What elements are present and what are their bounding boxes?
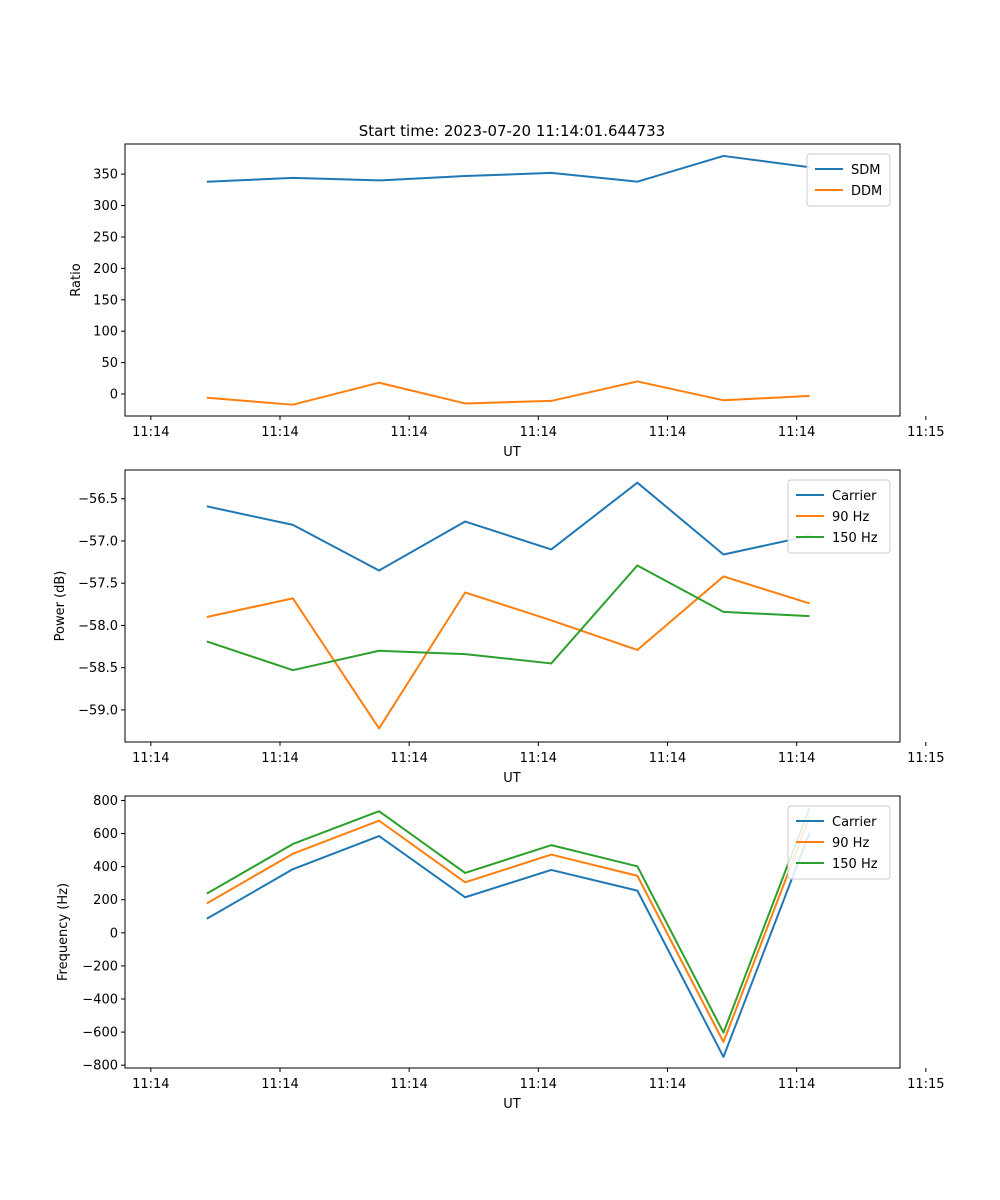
y-tick-label: −57.5 <box>78 577 118 592</box>
x-axis-label: UT <box>503 1097 521 1112</box>
legend-label: SDM <box>851 163 880 178</box>
x-tick-label: 11:14 <box>778 751 815 766</box>
legend-box <box>806 153 891 207</box>
y-tick-label: −56.5 <box>78 492 118 507</box>
series-line-ddm <box>206 380 810 406</box>
y-tick-label: −200 <box>82 959 118 974</box>
x-tick-label: 11:14 <box>132 425 169 440</box>
legend-label: 90 Hz <box>832 510 869 525</box>
y-axis-label: Frequency (Hz) <box>56 883 71 981</box>
y-tick-label: 200 <box>93 262 118 277</box>
x-tick-label: 11:14 <box>132 1077 169 1092</box>
legend: SDM DDM <box>806 153 891 207</box>
y-tick-label: 100 <box>93 325 118 340</box>
y-tick-label: 200 <box>93 893 118 908</box>
y-tick-label: −600 <box>82 1026 118 1041</box>
x-tick-label: 11:15 <box>907 1077 944 1092</box>
legend-label: 90 Hz <box>832 836 869 851</box>
x-axis-label: UT <box>503 445 521 460</box>
y-axis-label: Ratio <box>69 263 84 296</box>
legend-box <box>787 805 891 880</box>
series-line-carrier <box>206 481 810 572</box>
y-tick-label: 600 <box>93 827 118 842</box>
y-tick-label: 150 <box>93 293 118 308</box>
x-tick-label: 11:14 <box>390 751 427 766</box>
x-tick-label: 11:14 <box>520 1077 557 1092</box>
legend-label: 150 Hz <box>832 531 878 546</box>
y-tick-label: −57.0 <box>78 534 118 549</box>
x-tick-label: 11:15 <box>907 751 944 766</box>
x-tick-label: 11:14 <box>520 425 557 440</box>
legend-label: 150 Hz <box>832 857 878 872</box>
x-tick-label: 11:14 <box>390 425 427 440</box>
x-tick-label: 11:14 <box>649 1077 686 1092</box>
x-tick-label: 11:14 <box>261 1077 298 1092</box>
series-line-sdm <box>206 154 810 183</box>
y-tick-label: 50 <box>101 356 118 371</box>
y-tick-label: 300 <box>93 199 118 214</box>
x-tick-label: 11:14 <box>649 425 686 440</box>
frequency-chart-panel: 11:14 11:14 11:14 11:14 11:14 11:14 11:15 −800… <box>56 794 945 1112</box>
x-tick-label: 11:14 <box>261 751 298 766</box>
legend-label: DDM <box>851 184 882 199</box>
x-tick-label: 11:15 <box>907 425 944 440</box>
x-tick-label: 11:14 <box>520 751 557 766</box>
y-tick-label: −800 <box>82 1059 118 1074</box>
series-line-90-hz <box>206 816 811 1044</box>
y-tick-label: −400 <box>82 993 118 1008</box>
y-axis-label: Power (dB) <box>53 571 68 642</box>
x-tick-label: 11:14 <box>778 1077 815 1092</box>
x-tick-label: 11:14 <box>649 751 686 766</box>
plot-frame <box>124 795 901 1069</box>
series-line-carrier <box>206 832 811 1058</box>
legend: Carrier 90 Hz 150 Hz <box>787 479 891 554</box>
y-tick-label: 350 <box>93 168 118 183</box>
y-tick-label: −58.5 <box>78 661 118 676</box>
plot-frame <box>124 143 901 417</box>
y-tick-label: −58.0 <box>78 619 118 634</box>
y-tick-label: 800 <box>93 794 118 809</box>
x-tick-label: 11:14 <box>778 425 815 440</box>
legend-label: Carrier <box>832 489 877 504</box>
y-tick-label: 400 <box>93 860 118 875</box>
x-tick-label: 11:14 <box>261 425 298 440</box>
legend: Carrier 90 Hz 150 Hz <box>787 805 891 880</box>
x-tick-label: 11:14 <box>390 1077 427 1092</box>
y-tick-label: 250 <box>93 230 118 245</box>
series-line-150-hz <box>206 564 810 672</box>
power-chart-panel: 11:14 11:14 11:14 11:14 11:14 11:14 11:15 −59.… <box>53 469 945 786</box>
ratio-chart-panel: Start time: 2023-07-20 11:14:01.644733 1… <box>69 122 945 460</box>
series-line-90-hz <box>206 575 810 730</box>
x-tick-label: 11:14 <box>132 751 169 766</box>
plot-frame <box>124 469 901 743</box>
legend-box <box>787 479 891 554</box>
legend-label: Carrier <box>832 815 877 830</box>
x-axis-label: UT <box>503 771 521 786</box>
series-line-150-hz <box>206 807 811 1034</box>
y-tick-label: 0 <box>110 388 118 403</box>
y-tick-label: −59.0 <box>78 703 118 718</box>
y-tick-label: 0 <box>110 926 118 941</box>
chart-title: Start time: 2023-07-20 11:14:01.644733 <box>359 122 665 140</box>
